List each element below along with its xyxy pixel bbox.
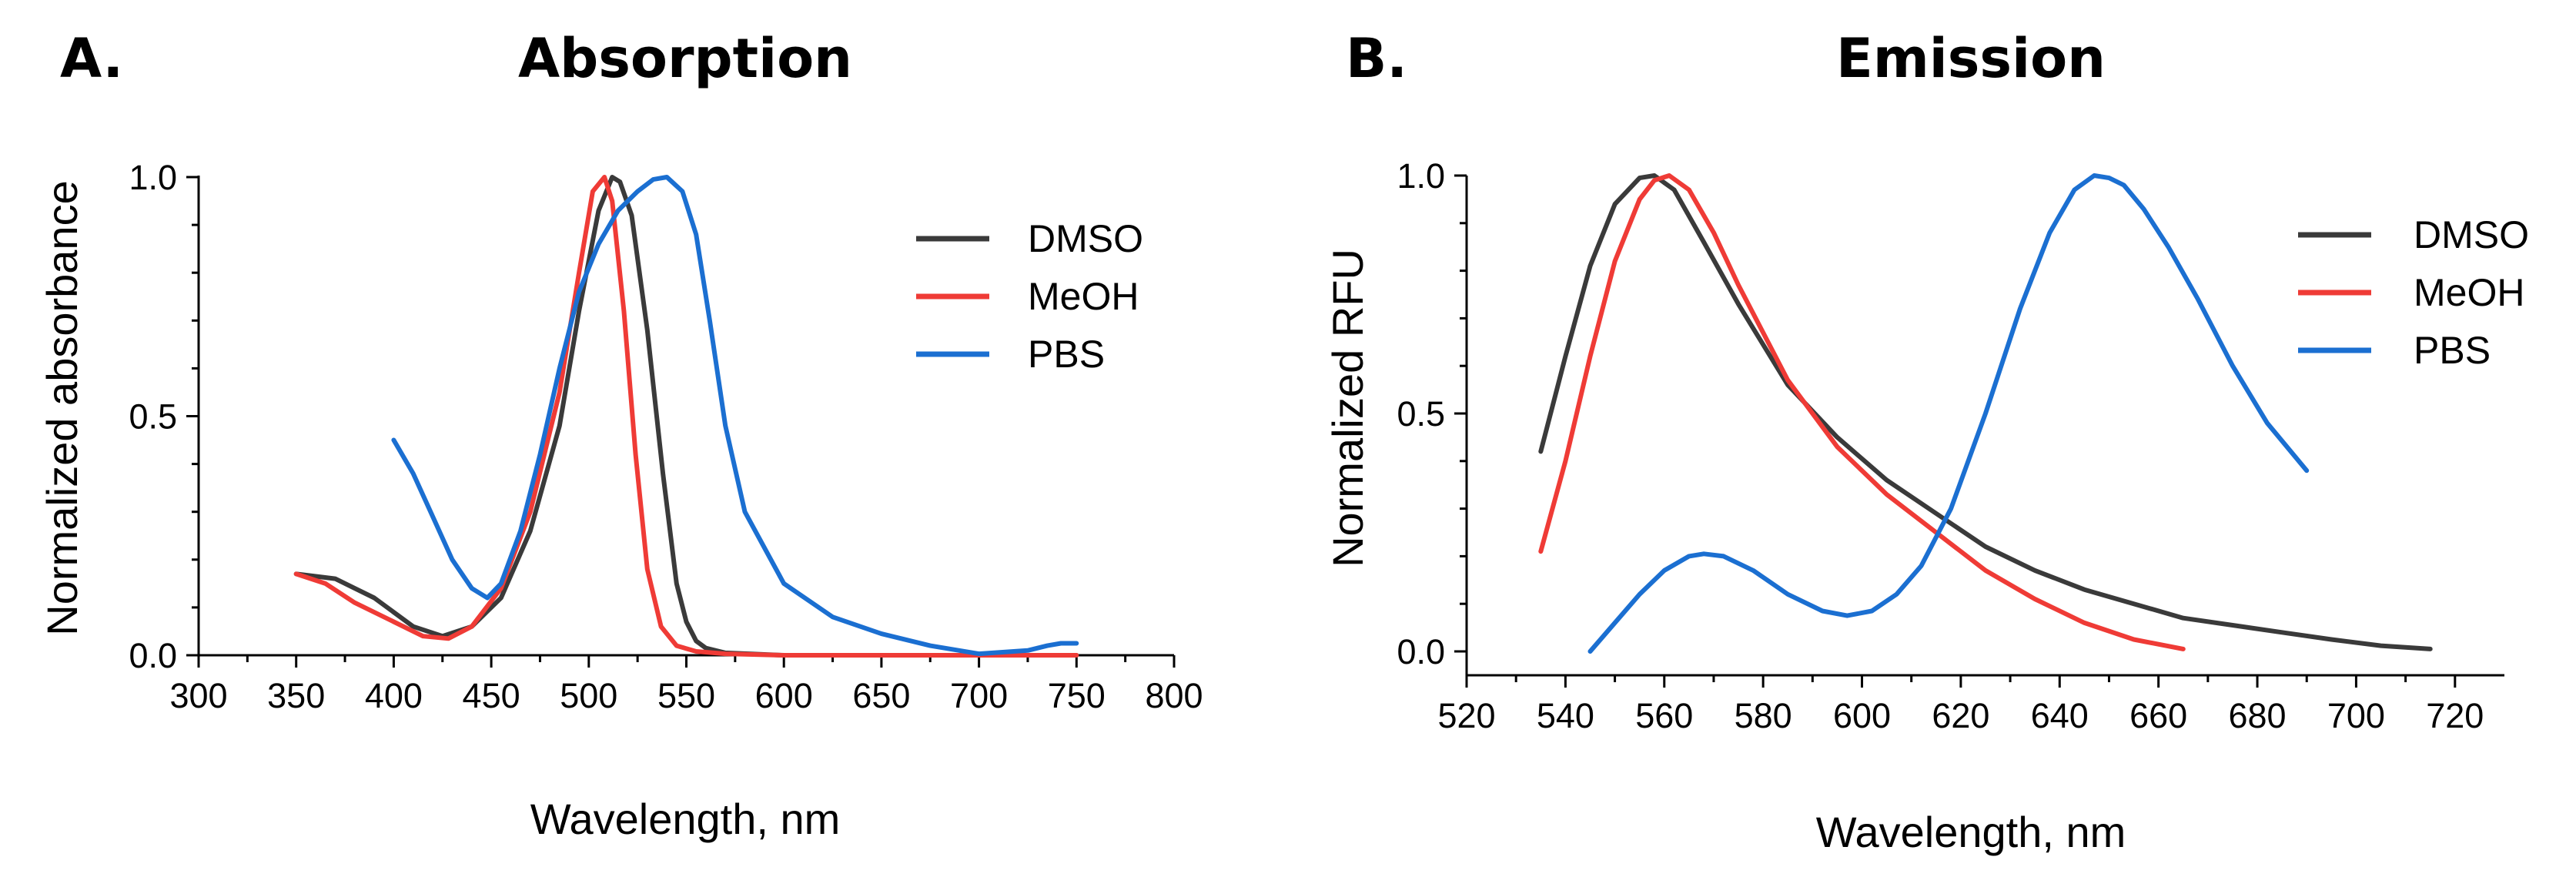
panel-b-letter: B. [1346,27,1407,90]
panel-b-series-pbs-line [1587,173,2310,654]
panel-a-y-tick-label: 0.5 [129,397,177,437]
panel-b-x-tick-label: 560 [1635,696,1693,735]
panel-a-legend-label-meoh: MeOH [1028,275,1139,318]
panel-b-plot: 520 540 560 580 600 620 640 660 680 700 720 0.0 0.5 1… [1397,156,2529,735]
panel-b-x-tick-label: 620 [1932,696,1989,735]
panel-a-legend-label-dmso: DMSO [1028,217,1143,260]
panel-b-x-tick-label: 600 [1833,696,1891,735]
panel-b-legend-label-dmso: DMSO [2414,213,2529,256]
panel-a-series-pbs-line [391,175,1079,657]
panel-a-y-tick-label: 1.0 [129,158,177,197]
panel-a-x-tick-label: 650 [852,676,910,715]
panel-b-series-dmso-line [1538,173,2433,651]
panel-a-x-tick-label: 750 [1048,676,1106,715]
panel-a-y-axis-label: Normalized absorbance [38,180,86,635]
panel-a-x-tick-label: 500 [560,676,617,715]
panel-b-y-tick-label: 0.0 [1397,632,1445,671]
panel-a-title: Absorption [518,27,852,90]
panel-b-x-tick-label: 520 [1437,696,1495,735]
panel-a-plot: 300 350 400 450 500 550 600 650 700 750 800 0.0 0.5 1… [129,158,1203,715]
panel-a-letter: A. [60,27,123,90]
panel-a-x-tick-label: 700 [950,676,1008,715]
panel-b-legend-label-meoh: MeOH [2414,271,2524,314]
panel-a-series-dmso-line [293,175,1079,658]
panel-a-x-tick-label: 800 [1145,676,1203,715]
panel-a-x-tick-label: 450 [463,676,520,715]
panel-b-y-axis-label: Normalized RFU [1323,249,1372,567]
panel-a-legend-label-pbs: PBS [1028,333,1105,376]
panel-a-x-tick-label: 400 [365,676,423,715]
panel-b-y-tick-label: 1.0 [1397,156,1445,196]
panel-a-x-tick-label: 600 [755,676,813,715]
panel-a-series-meoh-line [293,175,1079,658]
panel-b-y-tick-label: 0.5 [1397,394,1445,433]
panel-b-title: Emission [1836,27,2106,90]
panel-a-x-tick-label: 550 [657,676,715,715]
panel-b-x-tick-label: 720 [2426,696,2484,735]
panel-b-series-meoh-line [1538,173,2186,651]
panel-a-y-tick-label: 0.0 [129,636,177,675]
panel-a-x-axis-label: Wavelength, nm [530,795,841,843]
panel-b-x-axis-label: Wavelength, nm [1816,808,2126,856]
panel-b-x-tick-label: 640 [2031,696,2089,735]
panel-b-x-tick-label: 660 [2129,696,2187,735]
panel-b-x-tick-label: 700 [2327,696,2385,735]
panel-a-x-tick-label: 350 [267,676,325,715]
panel-b-x-tick-label: 540 [1537,696,1594,735]
panel-b-x-tick-label: 580 [1735,696,1792,735]
panel-b-legend-label-pbs: PBS [2414,329,2491,372]
panel-a-x-tick-label: 300 [169,676,227,715]
panel-b-x-tick-label: 680 [2229,696,2287,735]
